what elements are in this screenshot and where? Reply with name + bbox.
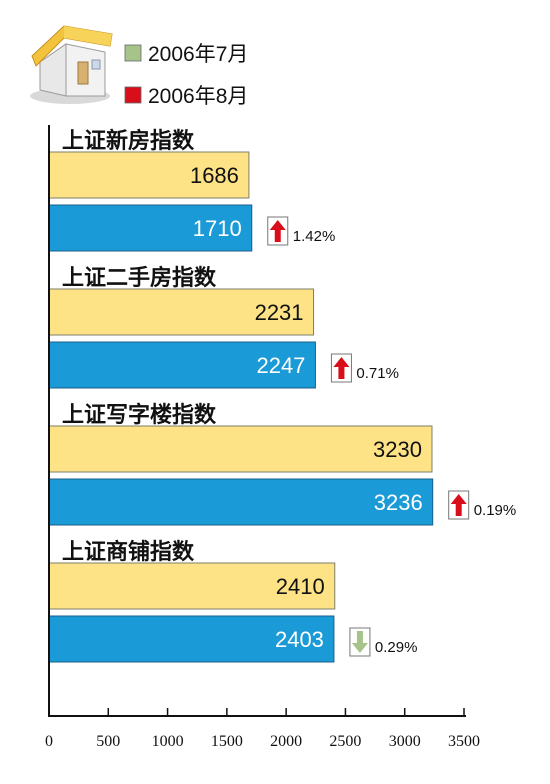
- category-label: 上证商铺指数: [62, 539, 195, 564]
- legend: 2006年7月 2006年8月: [124, 43, 248, 108]
- bar-group: 上证商铺指数 2410 2403 0.29%: [48, 539, 418, 663]
- arrow-up-icon: [267, 216, 289, 246]
- bar-value-label: 3230: [373, 437, 422, 462]
- arrow-up-icon: [330, 353, 352, 383]
- arrow-up-icon: [448, 490, 470, 520]
- x-tick-label: 3500: [448, 733, 480, 750]
- change-percent-label: 1.42%: [293, 228, 336, 245]
- x-tick-label: 1500: [211, 733, 243, 750]
- change-percent-label: 0.71%: [356, 365, 399, 382]
- bar-value-label: 3236: [374, 490, 423, 515]
- bar-jul: [48, 288, 315, 336]
- category-label: 上证新房指数: [62, 128, 195, 153]
- change-percent-label: 0.19%: [474, 502, 517, 519]
- legend-label-jul: 2006年7月: [148, 43, 248, 66]
- bar-value-label: 2410: [276, 574, 325, 599]
- x-tick-label: 500: [96, 733, 120, 750]
- bar-value-label: 2403: [275, 627, 324, 652]
- bar-value-label: 2231: [255, 300, 304, 325]
- bar-group: 上证新房指数 1686 1710 1.42%: [48, 128, 336, 252]
- bar-value-label: 1710: [193, 216, 242, 241]
- legend-swatch-jul: [124, 44, 142, 62]
- x-tick-label: 1000: [152, 733, 184, 750]
- bar-group: 上证写字楼指数 3230 3236 0.19%: [48, 402, 517, 526]
- house-icon: [30, 25, 113, 104]
- legend-swatch-aug: [124, 86, 142, 104]
- bar-group: 上证二手房指数 2231 2247 0.71%: [48, 265, 399, 389]
- bar-jul: [48, 562, 336, 610]
- arrow-down-icon: [349, 627, 371, 657]
- category-label: 上证二手房指数: [62, 265, 217, 290]
- bar-aug: [48, 341, 316, 389]
- bar-value-label: 1686: [190, 163, 239, 188]
- bar-aug: [48, 615, 335, 663]
- change-percent-label: 0.29%: [375, 639, 418, 656]
- legend-label-aug: 2006年8月: [148, 85, 248, 108]
- x-tick-label: 3000: [389, 733, 421, 750]
- category-label: 上证写字楼指数: [62, 402, 217, 427]
- bar-value-label: 2247: [256, 353, 305, 378]
- x-tick-label: 2000: [270, 733, 302, 750]
- x-tick-label: 2500: [329, 733, 361, 750]
- bar-aug: [48, 204, 253, 252]
- x-tick-label: 0: [45, 733, 53, 750]
